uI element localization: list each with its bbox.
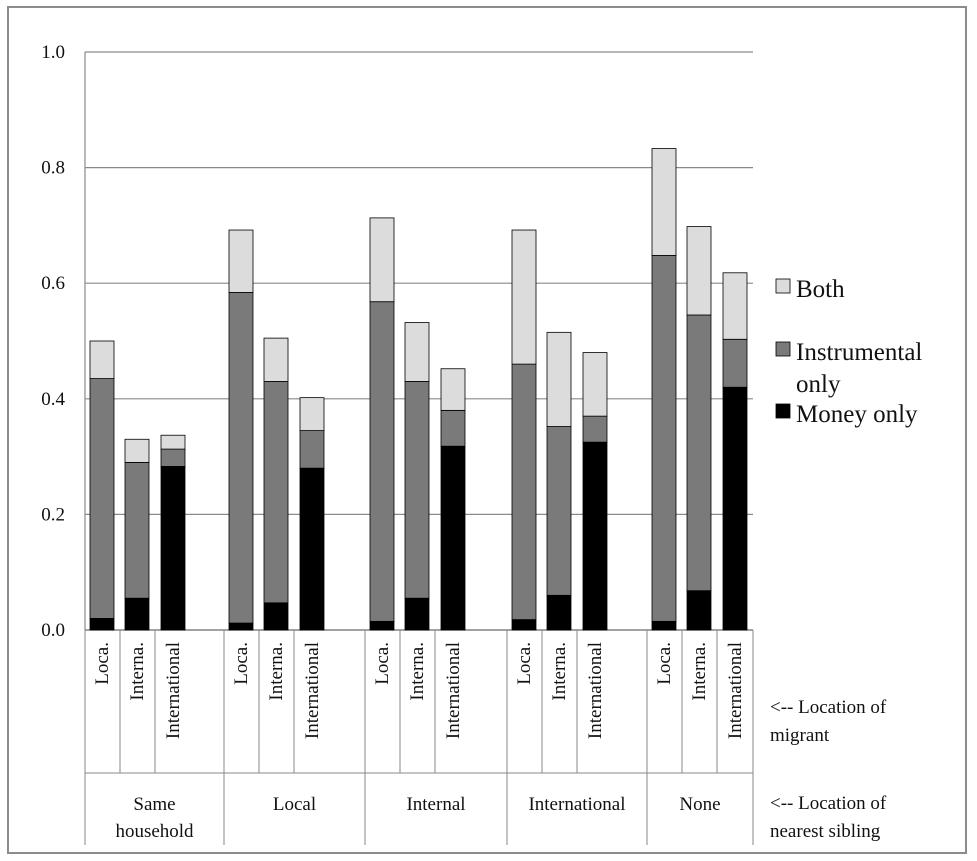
category-label: International (725, 642, 746, 739)
bar-segment-both (722, 272, 748, 340)
category-label: International (443, 642, 464, 739)
bar-segment-both (124, 438, 150, 463)
bar-segment-both (299, 397, 325, 431)
bar-segment-money (722, 386, 748, 631)
chart-frame: 0.0 0.2 0.4 0.6 0.8 1.0 Loca. Interna. Internati… (7, 6, 967, 854)
bar-segment-instrumental (546, 426, 572, 596)
bar-segment-money (89, 618, 115, 631)
legend-label: only (796, 371, 841, 398)
bar-segment-money (546, 594, 572, 631)
category-label: Interna. (407, 642, 428, 701)
category-label: Interna. (127, 642, 148, 701)
bar-segment-both (228, 229, 254, 293)
bar-segment-both (160, 434, 186, 450)
bar-segment-money (404, 597, 430, 631)
y-tick-label: 0.0 (41, 620, 65, 641)
bar-segment-instrumental (228, 292, 254, 624)
category-label: Loca. (372, 642, 393, 685)
group-label: None (679, 794, 720, 815)
category-label: Interna. (266, 642, 287, 701)
bar-segment-both (263, 337, 289, 382)
category-label: International (302, 642, 323, 739)
legend-swatch-instrumental (775, 341, 791, 357)
bar-segment-money (228, 622, 254, 631)
bar-segment-money (651, 620, 677, 631)
bar-segment-instrumental (124, 461, 150, 599)
category-axis-note: <-- Location of (770, 697, 887, 718)
group-label: Internal (406, 794, 465, 815)
category-axis-note: migrant (770, 725, 830, 746)
category-label: Loca. (514, 642, 535, 685)
bar-segment-money (369, 620, 395, 631)
bar-segment-instrumental (160, 448, 186, 467)
bar-segment-both (546, 331, 572, 427)
bar-segment-money (299, 467, 325, 631)
bar-segment-both (511, 229, 537, 365)
legend: Both Instrumental only Money only (775, 276, 922, 428)
bar-segment-both (404, 322, 430, 382)
legend-label: Instrumental (796, 339, 922, 366)
bar-segment-instrumental (404, 381, 430, 599)
group-axis-note: nearest sibling (770, 821, 881, 842)
legend-label: Both (796, 276, 845, 303)
group-label: Local (273, 794, 316, 815)
bar-segment-instrumental (369, 301, 395, 622)
y-tick-label: 0.4 (41, 389, 65, 410)
bar-segment-both (686, 226, 712, 316)
bar-segment-money (582, 441, 608, 631)
category-label: Loca. (654, 642, 675, 685)
bar-segment-money (263, 602, 289, 631)
bar-segment-money (160, 466, 186, 631)
group-label: International (528, 794, 625, 815)
group-label: Same (133, 794, 175, 815)
category-label: Interna. (689, 642, 710, 701)
bar-segment-instrumental (440, 409, 466, 447)
bar-segment-money (686, 590, 712, 631)
bar-segment-money (124, 597, 150, 631)
bar-segment-both (369, 217, 395, 303)
axes: 0.0 0.2 0.4 0.6 0.8 1.0 Loca. Interna. Internati… (41, 42, 754, 845)
bar-segment-both (440, 368, 466, 411)
stacked-bar-chart: 0.0 0.2 0.4 0.6 0.8 1.0 Loca. Interna. Internati… (41, 42, 922, 845)
y-tick-label: 1.0 (41, 42, 65, 63)
bar-segment-both (89, 340, 115, 379)
bar-segment-money (511, 619, 537, 631)
bars (89, 148, 748, 631)
y-tick-label: 0.8 (41, 158, 65, 179)
bar-segment-instrumental (89, 378, 115, 619)
category-label: International (163, 642, 184, 739)
y-tick-label: 0.2 (41, 504, 65, 525)
group-label: household (115, 821, 194, 842)
bar-segment-instrumental (263, 381, 289, 604)
bar-segment-both (582, 352, 608, 417)
category-label: Loca. (231, 642, 252, 685)
bar-segment-instrumental (686, 314, 712, 592)
y-tick-label: 0.6 (41, 273, 65, 294)
bar-segment-instrumental (651, 255, 677, 622)
category-label: Interna. (549, 642, 570, 701)
category-label: Loca. (92, 642, 113, 685)
legend-swatch-money (775, 403, 791, 419)
group-axis-note: <-- Location of (770, 793, 887, 814)
legend-swatch-both (775, 278, 791, 294)
category-label: International (585, 642, 606, 739)
bar-segment-instrumental (511, 363, 537, 620)
axis-notes: <-- Location of migrant <-- Location of nea… (770, 697, 887, 842)
bar-segment-instrumental (299, 430, 325, 469)
bar-segment-both (651, 148, 677, 256)
bar-segment-instrumental (582, 415, 608, 443)
bar-segment-money (440, 445, 466, 631)
bar-segment-instrumental (722, 338, 748, 388)
legend-label: Money only (796, 401, 918, 428)
